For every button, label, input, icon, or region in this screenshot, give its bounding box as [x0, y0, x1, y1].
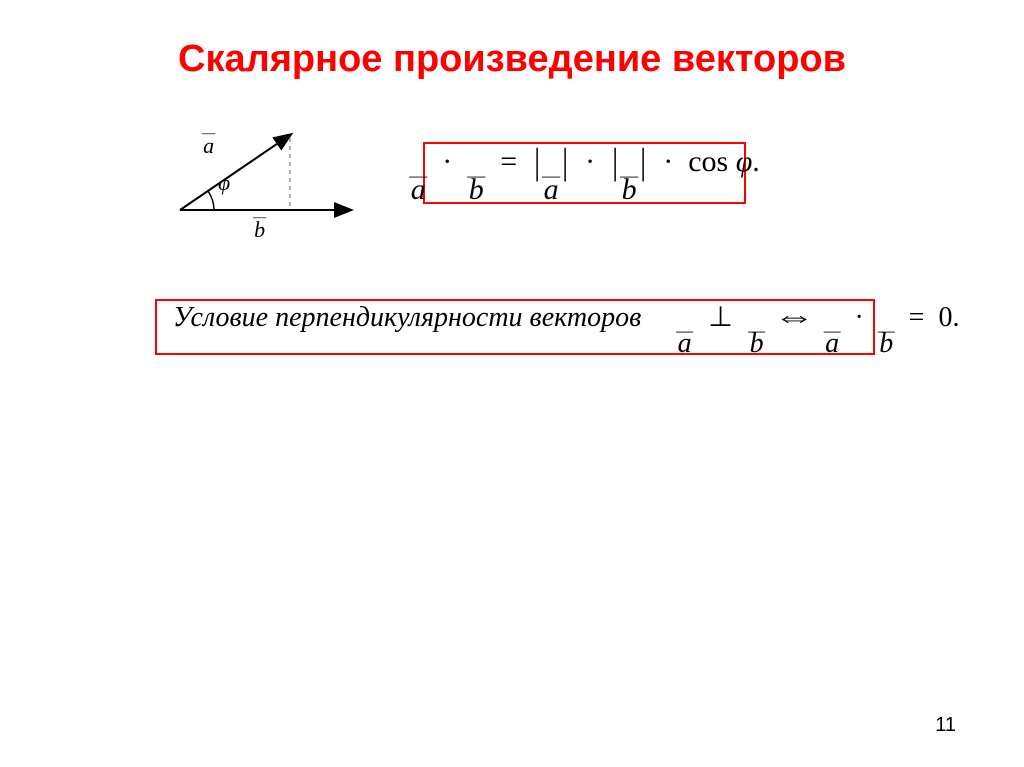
- slide: Скалярное произведение векторов — a φ: [0, 0, 1024, 767]
- perpendicularity-content: Условие перпендикулярности векторов —a ⊥…: [173, 300, 959, 354]
- vector-a-label: — a: [202, 130, 215, 157]
- angle-phi-label: φ: [218, 172, 230, 194]
- vector-a-arrow: [180, 135, 290, 210]
- vector-diagram: — a φ — b: [160, 120, 360, 240]
- perpendicularity-box: Условие перпендикулярности векторов —a ⊥…: [155, 299, 875, 355]
- page-number: 11: [935, 714, 956, 737]
- angle-arc: [208, 191, 214, 210]
- perpendicularity-label: Условие перпендикулярности векторов: [173, 302, 641, 333]
- dot-product-formula: —a · —b = |—a| · |—b| · cos φ.: [409, 145, 760, 201]
- slide-title: Скалярное произведение векторов: [0, 38, 1024, 81]
- dot-product-formula-box: —a · —b = |—a| · |—b| · cos φ.: [423, 142, 746, 204]
- vector-b-label: — b: [253, 214, 266, 241]
